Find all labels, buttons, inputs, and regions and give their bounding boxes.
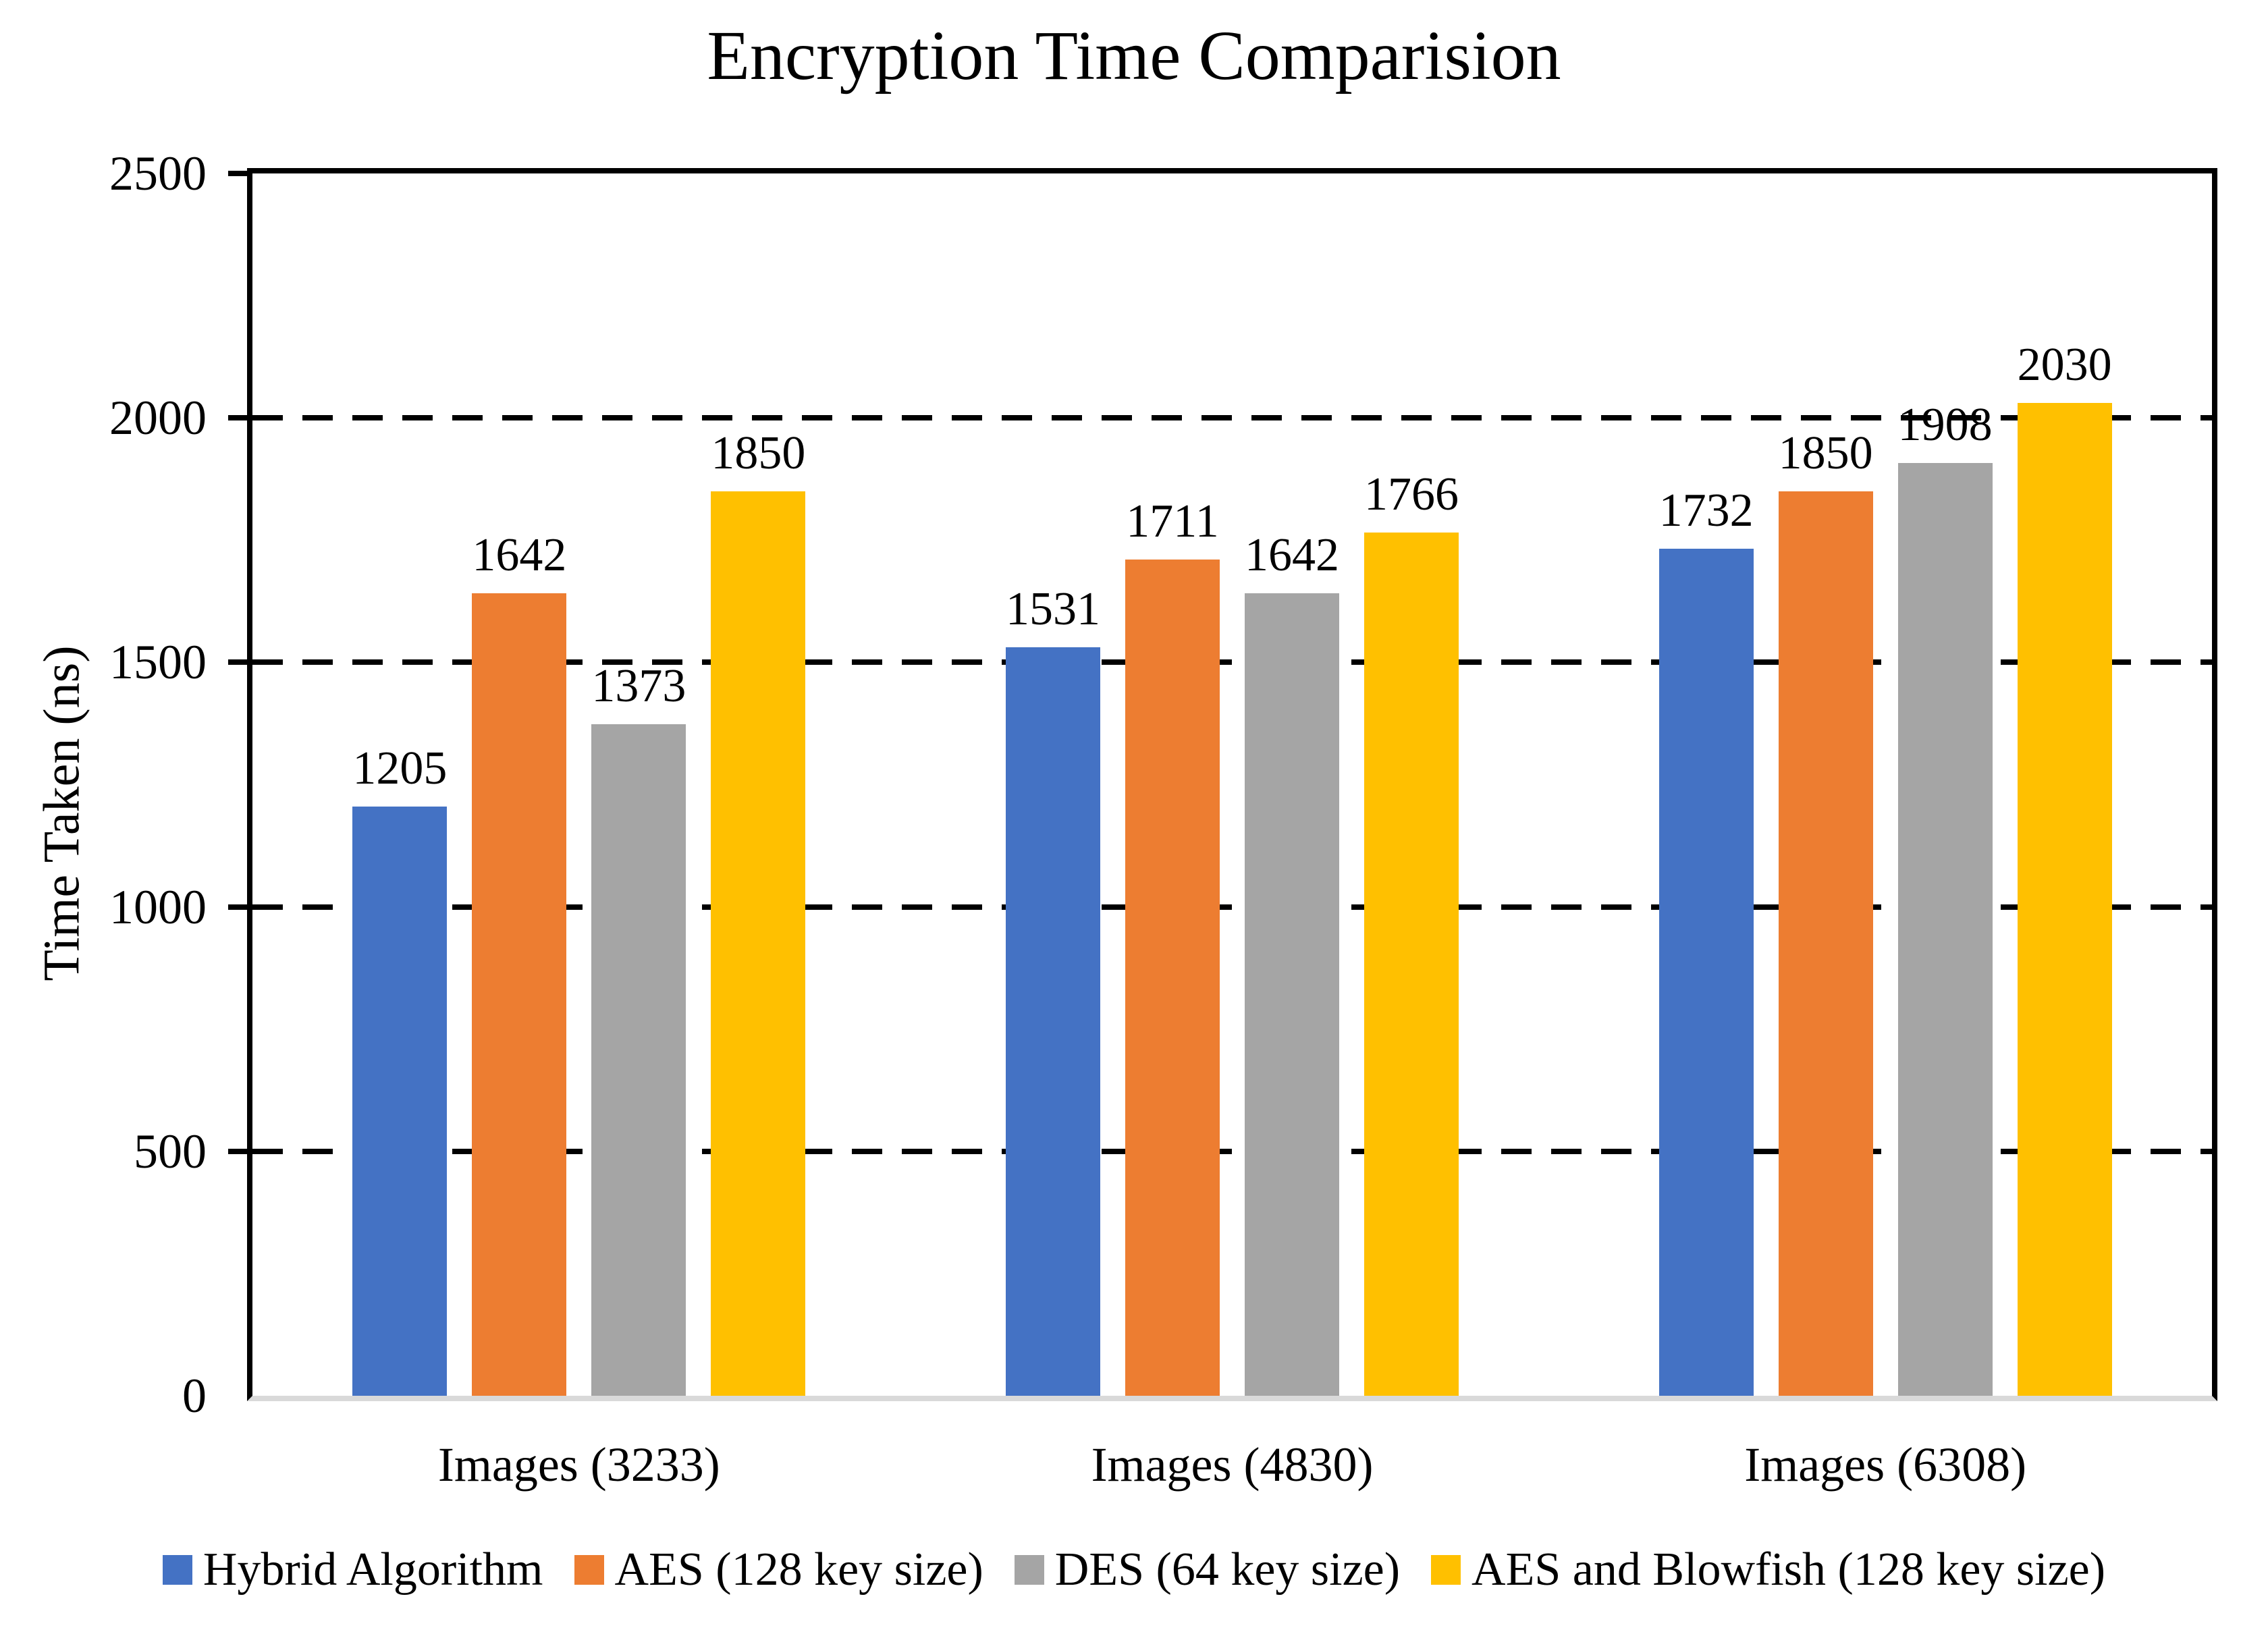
y-tick-mark-2500: [228, 171, 247, 176]
y-tick-label: 1500: [109, 635, 207, 690]
gridline-1500: [252, 659, 2212, 665]
bar-value-label: 1373: [591, 660, 686, 713]
plot-area: 1205 1642 1373 1850 1531 1711 1642 1766 1732 1850…: [228, 168, 2217, 1401]
legend-swatch-icon: [1431, 1555, 1461, 1585]
bar-value-label: 1732: [1658, 485, 1754, 537]
bar-des-64-key-size: [591, 724, 686, 1396]
bar-value-label: 1711: [1126, 495, 1219, 547]
chart-title: Encryption Time Comparision: [707, 17, 1561, 94]
y-tick-mark-2000: [228, 415, 247, 421]
bar-value-label: 1642: [1245, 528, 1339, 581]
bar-hybrid-algorithm: [352, 807, 448, 1396]
legend-swatch-icon: [162, 1555, 192, 1585]
bar-value-label: 1642: [472, 528, 567, 581]
legend-item: AES (128 key size): [574, 1542, 983, 1598]
legend-item: Hybrid Algorithm: [162, 1542, 543, 1598]
legend: Hybrid Algorithm AES (128 key size) DES (6…: [0, 1542, 2268, 1598]
y-tick-mark-1500: [228, 659, 247, 665]
bar-value-label: 1205: [352, 742, 448, 795]
category-label: Images (4830): [1091, 1438, 1374, 1492]
legend-item: DES (64 key size): [1014, 1542, 1401, 1598]
legend-label: DES (64 key size): [1054, 1544, 1401, 1596]
y-tick-mark-1000: [228, 904, 247, 910]
bar-aes-and-blowfish-128-key-size: [711, 491, 806, 1396]
category-label: Images (3233): [437, 1438, 720, 1492]
gridline-500: [252, 1148, 2212, 1154]
legend-swatch-icon: [574, 1555, 604, 1585]
y-tick-mark-500: [228, 1148, 247, 1154]
category-label: Images (6308): [1744, 1438, 2027, 1492]
gridline-2000: [252, 415, 2212, 421]
bar-value-label: 1850: [711, 427, 806, 479]
legend-item: AES and Blowfish (128 key size): [1431, 1542, 2105, 1598]
bar-aes-128-key-size: [472, 593, 567, 1396]
bar-value-label: 1908: [1897, 398, 1993, 451]
bar-aes-128-key-size: [1778, 491, 1873, 1396]
bar-value-label: 2030: [2017, 339, 2112, 391]
y-tick-label: 1000: [109, 879, 207, 934]
bar-aes-and-blowfish-128-key-size: [2017, 403, 2112, 1396]
bar-hybrid-algorithm: [1006, 647, 1100, 1396]
bar-des-64-key-size: [1897, 462, 1993, 1396]
legend-label: Hybrid Algorithm: [202, 1544, 543, 1596]
y-tick-label: 0: [182, 1369, 207, 1423]
bar-des-64-key-size: [1245, 593, 1339, 1396]
bar-value-label: 1531: [1006, 582, 1100, 635]
bar-value-label: 1766: [1364, 468, 1459, 520]
gridline-1000: [252, 904, 2212, 910]
y-tick-label: 2000: [109, 391, 207, 445]
legend-swatch-icon: [1014, 1555, 1044, 1585]
bar-value-label: 1850: [1778, 427, 1873, 479]
bar-aes-and-blowfish-128-key-size: [1364, 532, 1459, 1396]
y-tick-label: 2500: [109, 146, 207, 200]
y-tick-label: 500: [134, 1124, 207, 1178]
legend-label: AES (128 key size): [614, 1544, 983, 1596]
bar-hybrid-algorithm: [1658, 549, 1754, 1396]
legend-label: AES and Blowfish (128 key size): [1472, 1544, 2106, 1596]
bar-aes-128-key-size: [1125, 559, 1220, 1396]
